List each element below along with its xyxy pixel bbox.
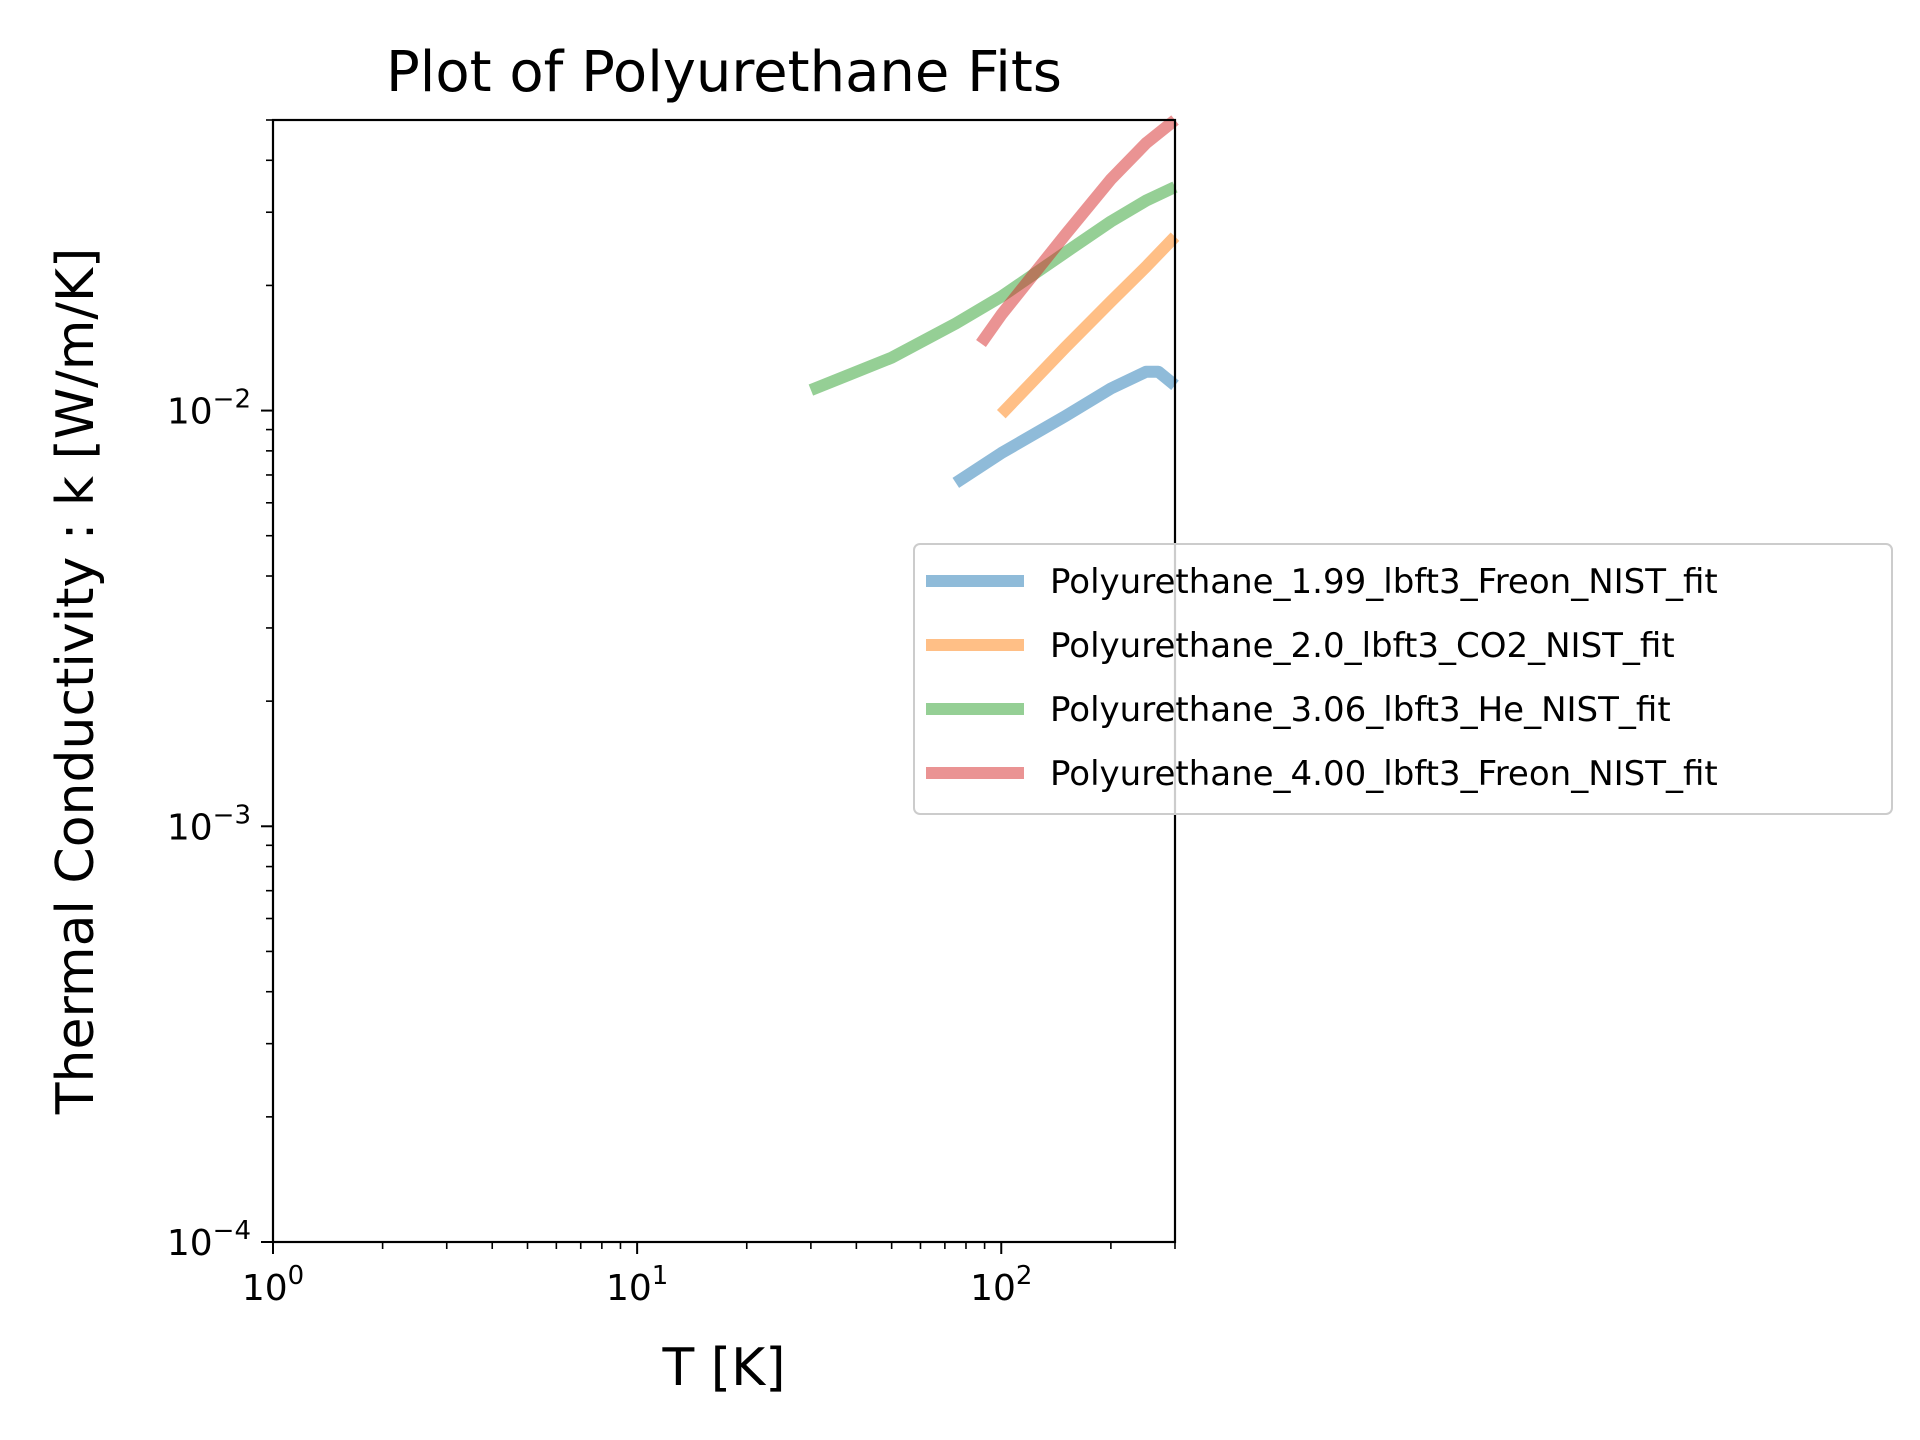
ticks-layer: 100 101 102 10−4 10−3 10−2 [167, 119, 1176, 1309]
legend: Polyurethane_1.99_lbft3_Freon_NIST_fit Po… [913, 543, 1893, 815]
series-line-2 [996, 232, 1180, 419]
legend-entry-4: Polyurethane_4.00_lbft3_Freon_NIST_fit [1050, 754, 1718, 794]
legend-entry-3: Polyurethane_3.06_lbft3_He_NIST_fit [1050, 690, 1671, 730]
y-tick-label: 10−3 [167, 800, 251, 848]
legend-entry-2: Polyurethane_2.0_lbft3_CO2_NIST_fit [1050, 626, 1675, 666]
series-layer [808, 115, 1180, 488]
series-line-4 [976, 115, 1179, 347]
y-tick-label: 10−4 [167, 1216, 251, 1264]
y-tick-label: 10−2 [167, 385, 251, 433]
legend-frame [913, 543, 1893, 815]
legend-entry-1: Polyurethane_1.99_lbft3_Freon_NIST_fit [1050, 562, 1718, 602]
x-tick-label: 102 [970, 1261, 1032, 1309]
series-line-1 [952, 365, 1179, 488]
x-axis-label: T [K] [662, 1338, 786, 1398]
x-tick-label: 101 [606, 1261, 668, 1309]
chart-title: Plot of Polyurethane Fits [386, 40, 1062, 105]
x-tick-label: 100 [242, 1261, 304, 1309]
y-axis-label: Thermal Conductivity : k [W/m/K] [46, 248, 106, 1116]
